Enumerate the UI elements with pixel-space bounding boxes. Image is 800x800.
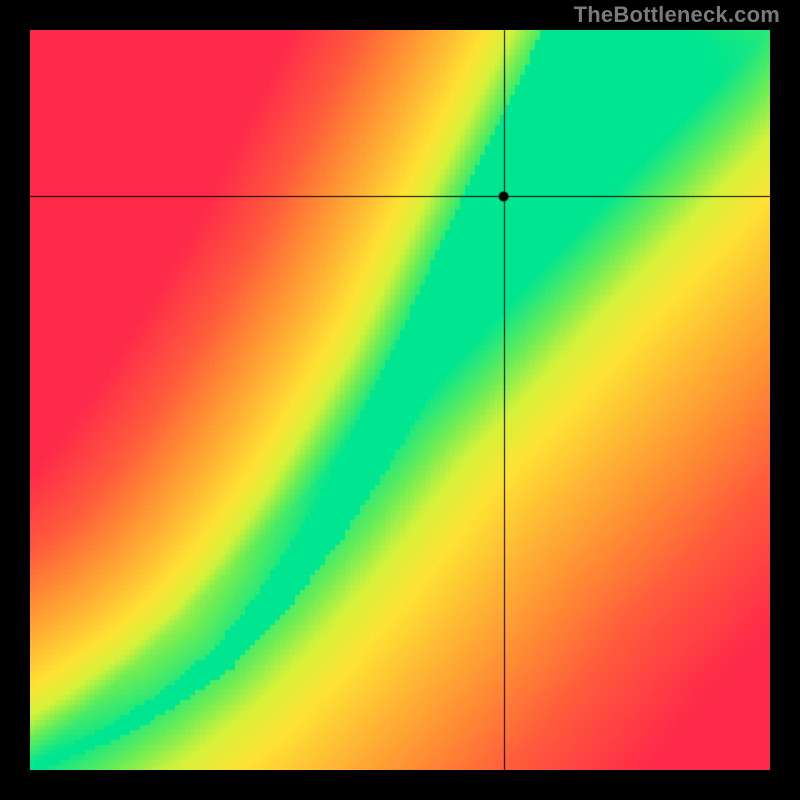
chart-container: TheBottleneck.com [0,0,800,800]
heatmap-canvas [30,30,770,770]
watermark-text: TheBottleneck.com [574,2,780,28]
